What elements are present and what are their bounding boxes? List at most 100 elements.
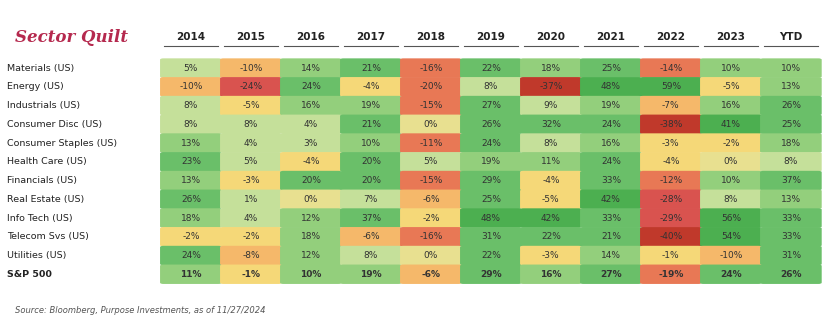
Text: 8%: 8% xyxy=(784,157,798,166)
Text: Energy (US): Energy (US) xyxy=(7,82,64,91)
Text: 8%: 8% xyxy=(184,120,198,129)
Text: 13%: 13% xyxy=(780,82,801,91)
Text: 42%: 42% xyxy=(541,214,561,223)
FancyBboxPatch shape xyxy=(640,133,702,153)
FancyBboxPatch shape xyxy=(520,115,582,134)
FancyBboxPatch shape xyxy=(340,246,402,265)
Text: 48%: 48% xyxy=(481,214,501,223)
Text: -15%: -15% xyxy=(419,101,442,110)
Text: 16%: 16% xyxy=(721,101,741,110)
FancyBboxPatch shape xyxy=(580,265,642,284)
Text: 13%: 13% xyxy=(780,195,801,204)
Text: -24%: -24% xyxy=(239,82,262,91)
FancyBboxPatch shape xyxy=(700,265,761,284)
Text: 5%: 5% xyxy=(184,64,198,73)
FancyBboxPatch shape xyxy=(160,96,222,115)
Text: 2016: 2016 xyxy=(296,32,325,42)
FancyBboxPatch shape xyxy=(160,152,222,171)
FancyBboxPatch shape xyxy=(580,246,642,265)
Text: 2018: 2018 xyxy=(417,32,446,42)
Text: Consumer Staples (US): Consumer Staples (US) xyxy=(7,139,116,148)
FancyBboxPatch shape xyxy=(640,115,702,134)
FancyBboxPatch shape xyxy=(580,115,642,134)
Text: 8%: 8% xyxy=(724,195,738,204)
FancyBboxPatch shape xyxy=(760,115,822,134)
FancyBboxPatch shape xyxy=(280,190,342,209)
Text: 21%: 21% xyxy=(361,64,381,73)
Text: -10%: -10% xyxy=(239,64,262,73)
FancyBboxPatch shape xyxy=(580,58,642,78)
FancyBboxPatch shape xyxy=(520,152,582,171)
Text: 21%: 21% xyxy=(601,232,621,241)
FancyBboxPatch shape xyxy=(160,77,222,96)
FancyBboxPatch shape xyxy=(520,171,582,190)
Text: 4%: 4% xyxy=(243,139,258,148)
Text: 0%: 0% xyxy=(304,195,318,204)
FancyBboxPatch shape xyxy=(580,190,642,209)
Text: 24%: 24% xyxy=(301,82,321,91)
FancyBboxPatch shape xyxy=(220,96,281,115)
Text: -16%: -16% xyxy=(419,232,442,241)
Text: Health Care (US): Health Care (US) xyxy=(7,157,87,166)
Text: 10%: 10% xyxy=(300,270,322,279)
Text: 16%: 16% xyxy=(301,101,321,110)
FancyBboxPatch shape xyxy=(400,265,462,284)
FancyBboxPatch shape xyxy=(340,115,402,134)
Text: -28%: -28% xyxy=(659,195,682,204)
Text: 24%: 24% xyxy=(181,251,200,260)
Text: -6%: -6% xyxy=(422,270,441,279)
Text: 37%: 37% xyxy=(780,176,801,185)
FancyBboxPatch shape xyxy=(340,58,402,78)
FancyBboxPatch shape xyxy=(220,171,281,190)
FancyBboxPatch shape xyxy=(580,77,642,96)
Text: 54%: 54% xyxy=(721,232,741,241)
Text: Source: Bloomberg, Purpose Investments, as of 11/27/2024: Source: Bloomberg, Purpose Investments, … xyxy=(15,306,266,315)
FancyBboxPatch shape xyxy=(400,208,462,228)
Text: -5%: -5% xyxy=(542,195,559,204)
Text: Info Tech (US): Info Tech (US) xyxy=(7,214,73,223)
Text: -2%: -2% xyxy=(242,232,260,241)
Text: 3%: 3% xyxy=(304,139,318,148)
Text: 8%: 8% xyxy=(544,139,558,148)
Text: -6%: -6% xyxy=(362,232,380,241)
Text: 33%: 33% xyxy=(780,214,801,223)
FancyBboxPatch shape xyxy=(520,58,582,78)
FancyBboxPatch shape xyxy=(160,208,222,228)
FancyBboxPatch shape xyxy=(280,58,342,78)
Text: 25%: 25% xyxy=(601,64,621,73)
Text: -1%: -1% xyxy=(242,270,261,279)
Text: 22%: 22% xyxy=(541,232,561,241)
Text: Telecom Svs (US): Telecom Svs (US) xyxy=(7,232,88,241)
Text: 8%: 8% xyxy=(184,101,198,110)
FancyBboxPatch shape xyxy=(340,152,402,171)
Text: 33%: 33% xyxy=(601,214,621,223)
FancyBboxPatch shape xyxy=(700,152,761,171)
Text: 24%: 24% xyxy=(601,120,620,129)
Text: 24%: 24% xyxy=(720,270,742,279)
Text: 26%: 26% xyxy=(781,101,801,110)
Text: Industrials (US): Industrials (US) xyxy=(7,101,80,110)
Text: -8%: -8% xyxy=(242,251,260,260)
Text: 8%: 8% xyxy=(243,120,258,129)
FancyBboxPatch shape xyxy=(340,171,402,190)
Text: -14%: -14% xyxy=(659,64,682,73)
Text: Sector Quilt: Sector Quilt xyxy=(15,29,128,46)
Text: Materials (US): Materials (US) xyxy=(7,64,74,73)
FancyBboxPatch shape xyxy=(400,58,462,78)
FancyBboxPatch shape xyxy=(760,190,822,209)
FancyBboxPatch shape xyxy=(220,190,281,209)
Text: -2%: -2% xyxy=(422,214,440,223)
Text: 12%: 12% xyxy=(301,251,321,260)
FancyBboxPatch shape xyxy=(460,227,521,246)
FancyBboxPatch shape xyxy=(640,96,702,115)
Text: -2%: -2% xyxy=(182,232,200,241)
Text: 4%: 4% xyxy=(304,120,318,129)
Text: 19%: 19% xyxy=(360,270,382,279)
Text: 19%: 19% xyxy=(601,101,621,110)
Text: 20%: 20% xyxy=(361,157,381,166)
FancyBboxPatch shape xyxy=(280,246,342,265)
FancyBboxPatch shape xyxy=(220,152,281,171)
FancyBboxPatch shape xyxy=(700,115,761,134)
Text: -4%: -4% xyxy=(662,157,680,166)
Text: 1%: 1% xyxy=(243,195,258,204)
